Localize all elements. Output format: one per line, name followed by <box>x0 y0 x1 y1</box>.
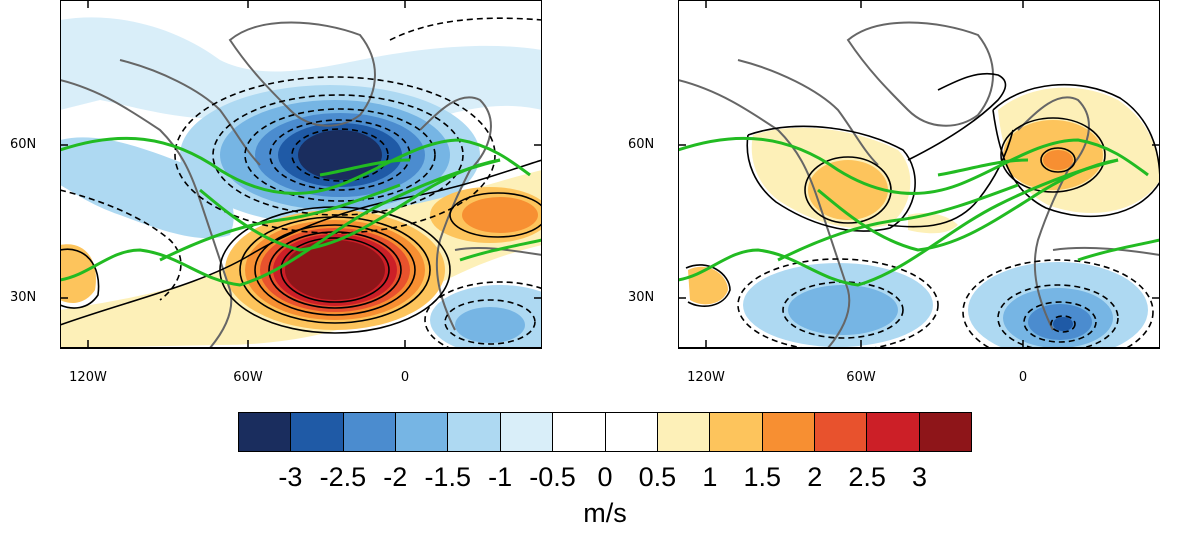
north-america-coastline <box>678 79 851 348</box>
lon-label-120w: 120W <box>687 370 725 385</box>
positive-northeast-core <box>1043 150 1073 170</box>
colorbar-swatch <box>396 413 449 451</box>
colorbar-tick-label: 1.5 <box>743 462 782 492</box>
colorbar-tick-label: 0 <box>597 462 613 492</box>
positive-southwest-edge <box>688 266 728 305</box>
colorbar-tick-label: -1 <box>488 462 513 492</box>
colorbar-units: m/s <box>583 498 627 528</box>
right-map-ticks <box>678 0 1160 348</box>
right-map-figure <box>678 0 1160 349</box>
colorbar-swatch <box>553 413 606 451</box>
colorbar-swatch <box>814 413 868 451</box>
colorbar-tick-label: -2 <box>383 462 408 492</box>
canada-coastline <box>737 59 879 166</box>
colorbar-swatch <box>657 413 711 451</box>
africa-coastline <box>1052 246 1160 256</box>
jet-contours <box>678 136 1160 287</box>
lon-label-0: 0 <box>1018 370 1028 385</box>
colorbar-swatch <box>239 413 292 451</box>
lon-label-0: 0 <box>400 370 410 385</box>
colorbar-tick-label: -1.5 <box>424 462 471 492</box>
colorbar-tick-label: -0.5 <box>529 462 576 492</box>
light-blue-west-region <box>60 137 234 239</box>
colorbar-tick-label: 1 <box>702 462 718 492</box>
lat-label-60n: 60N <box>628 137 655 152</box>
colorbar-swatch <box>710 413 763 451</box>
negative-southeast-core <box>1053 317 1073 331</box>
lat-label-60n: 60N <box>10 137 37 152</box>
lon-label-60w: 60W <box>846 370 876 385</box>
colorbar-swatch <box>500 413 554 451</box>
north-america-coastline <box>60 79 233 348</box>
positive-west-core <box>808 160 888 220</box>
negative-southeast-core <box>455 307 525 343</box>
positive-band-center <box>908 213 958 234</box>
colorbar-swatch <box>605 413 658 451</box>
lon-label-60w: 60W <box>233 370 263 385</box>
left-map-ticks <box>60 0 542 348</box>
left-map-panel: 60N 30N 120W 60W 0 <box>10 0 542 385</box>
lat-label-30n: 30N <box>628 290 655 305</box>
lat-label-30n: 30N <box>10 290 37 305</box>
lon-label-120w: 120W <box>69 370 107 385</box>
light-blue-arctic-region <box>60 17 542 120</box>
greenland-coastline <box>846 21 994 127</box>
jet-contours <box>60 136 542 287</box>
left-map-frame <box>60 0 542 349</box>
colorbar-swatch <box>919 413 972 451</box>
colorbar-swatch <box>867 413 920 451</box>
colorbar-swatch <box>448 413 501 451</box>
colorbar-tick-label: 0.5 <box>638 462 677 492</box>
right-map-frame <box>678 0 1160 349</box>
colorbar-tick-label: 3 <box>912 462 928 492</box>
colorbar-swatch <box>291 413 344 451</box>
right-map-panel: 60N 30N 120W 60W 0 <box>628 0 1160 385</box>
colorbar-tick-label: -2.5 <box>319 462 367 492</box>
colorbar-swatch <box>343 413 397 451</box>
left-map-figure <box>60 0 542 349</box>
greenland-coastline <box>228 21 376 127</box>
colorbar <box>238 412 972 452</box>
positive-anomaly-peak <box>285 240 385 300</box>
negative-south-core <box>788 285 898 335</box>
colorbar-tick-label: 2 <box>807 462 823 492</box>
colorbar-tick-label: -3 <box>278 462 303 492</box>
colorbar-tick-label: 2.5 <box>848 462 886 492</box>
colorbar-swatch <box>762 413 815 451</box>
positive-east-core <box>462 197 538 233</box>
